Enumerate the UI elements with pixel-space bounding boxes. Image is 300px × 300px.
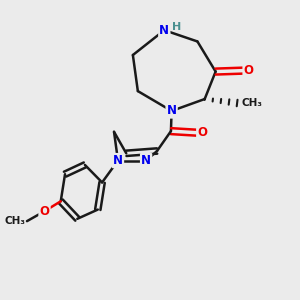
Text: N: N <box>141 154 151 167</box>
Text: CH₃: CH₃ <box>242 98 262 108</box>
Text: O: O <box>40 205 50 218</box>
Text: H: H <box>172 22 181 32</box>
Text: O: O <box>197 126 207 139</box>
Text: N: N <box>167 104 177 117</box>
Text: CH₃: CH₃ <box>4 216 26 226</box>
Text: O: O <box>244 64 254 77</box>
Text: N: N <box>159 24 169 37</box>
Text: N: N <box>113 154 123 167</box>
